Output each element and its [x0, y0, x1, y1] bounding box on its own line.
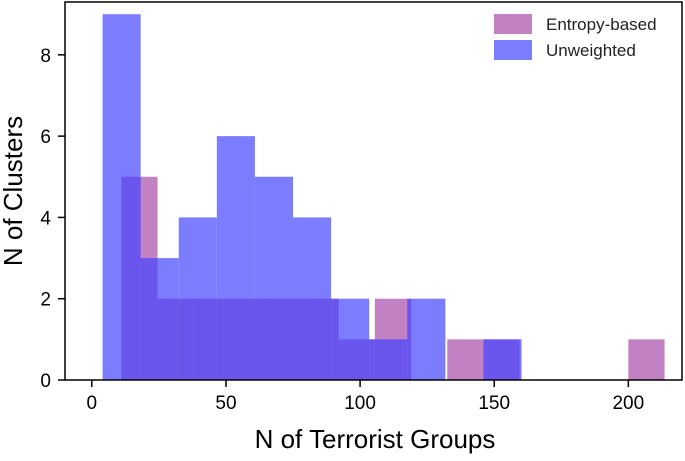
bar-entropy-based-14 — [628, 339, 665, 380]
bar-unweighted-5 — [293, 217, 332, 380]
legend-swatch-unweighted — [494, 40, 532, 60]
bar-unweighted-10 — [483, 339, 522, 380]
y-tick-label: 0 — [40, 371, 51, 392]
bars-layer — [102, 14, 665, 380]
y-tick-label: 2 — [40, 290, 51, 311]
legend-label-unweighted: Unweighted — [546, 41, 636, 60]
x-ticks: 0 50 100 150 200 — [87, 380, 644, 414]
bar-unweighted-3 — [216, 136, 255, 380]
bar-entropy-based-9 — [447, 339, 484, 380]
x-axis-label: N of Terrorist Groups — [255, 424, 496, 454]
bar-unweighted-1 — [140, 258, 179, 380]
x-tick-label: 0 — [87, 393, 98, 414]
legend: Entropy-based Unweighted — [494, 14, 657, 60]
legend-label-entropy-based: Entropy-based — [546, 15, 657, 34]
y-tick-label: 6 — [40, 127, 51, 148]
axes-layer: 0 50 100 150 200 0 2 4 6 8 N of Terrorist Groups… — [0, 1, 683, 454]
x-tick-label: 150 — [478, 393, 510, 414]
bar-unweighted-4 — [254, 176, 294, 380]
legend-swatch-entropy-based — [494, 14, 532, 34]
y-ticks: 0 2 4 6 8 — [40, 46, 65, 392]
bar-unweighted-6 — [331, 298, 370, 380]
y-axis-label: N of Clusters — [0, 116, 28, 266]
x-tick-label: 50 — [215, 393, 236, 414]
bar-unweighted-2 — [178, 217, 217, 380]
y-tick-label: 8 — [40, 46, 51, 67]
y-tick-label: 4 — [40, 208, 51, 229]
bar-unweighted-0 — [102, 14, 141, 380]
plot-frame — [64, 1, 683, 381]
bar-unweighted-7 — [369, 339, 408, 380]
x-tick-label: 100 — [344, 393, 376, 414]
bar-unweighted-8 — [407, 298, 446, 380]
x-tick-label: 200 — [612, 393, 644, 414]
